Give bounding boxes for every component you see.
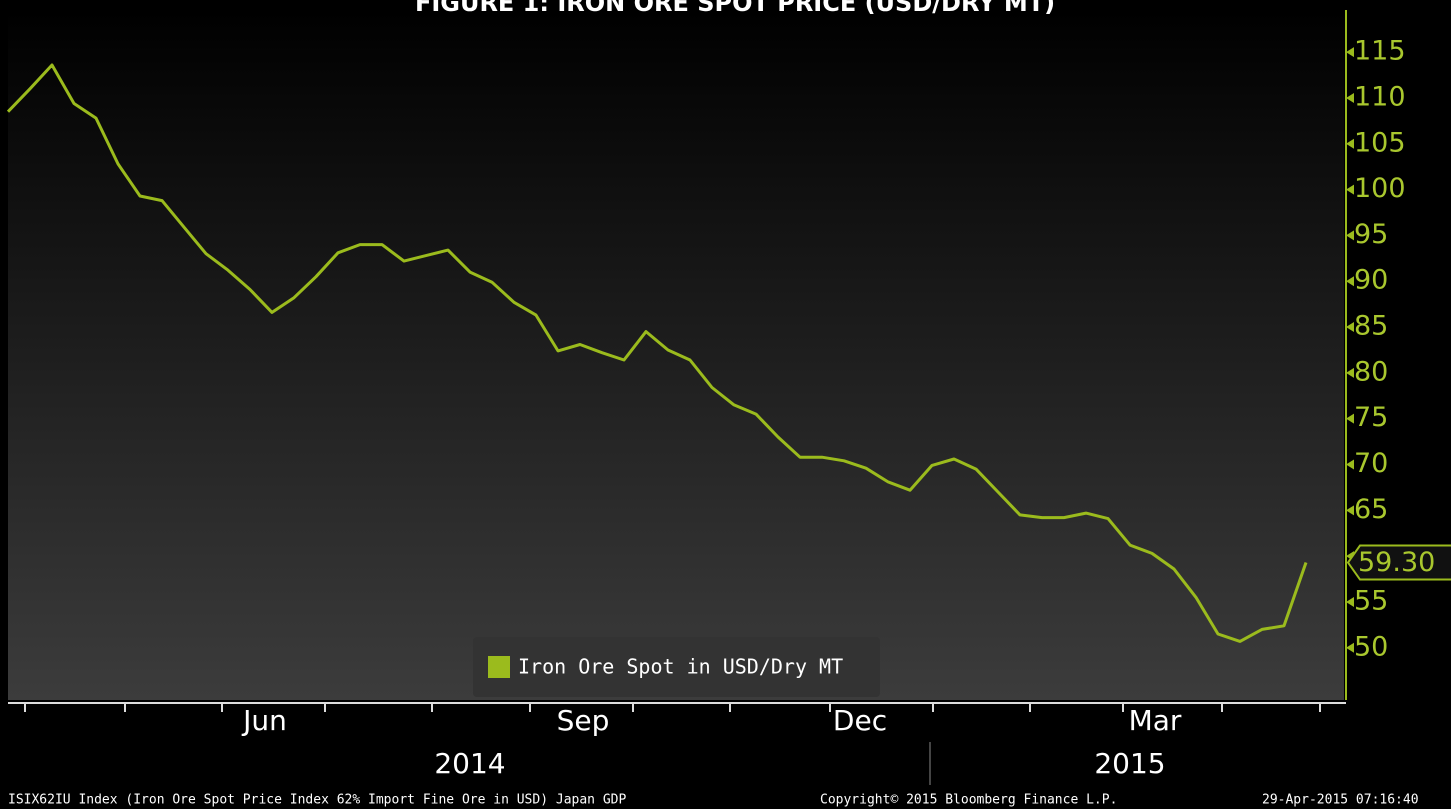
- y-tick: [1346, 138, 1354, 149]
- y-tick-label: 80: [1354, 356, 1388, 387]
- y-tick: [1346, 276, 1354, 287]
- y-tick-label: 85: [1354, 311, 1388, 342]
- last-value-tag: [1346, 544, 1451, 581]
- legend-box: [473, 637, 880, 697]
- footer-source: ISIX62IU Index (Iron Ore Spot Price Inde…: [8, 793, 626, 808]
- y-tick: [1346, 322, 1354, 333]
- y-tick-label: 65: [1354, 494, 1388, 525]
- y-tick: [1346, 642, 1354, 653]
- y-tick-label: 55: [1354, 585, 1388, 616]
- y-tick: [1346, 367, 1354, 378]
- x-month-label: Dec: [833, 704, 887, 737]
- x-month-label: Mar: [1129, 704, 1182, 737]
- x-year-label: 2014: [434, 747, 505, 780]
- y-tick: [1346, 505, 1354, 516]
- legend-swatch: [488, 656, 510, 678]
- y-tick-label: 105: [1354, 127, 1406, 158]
- legend-label: Iron Ore Spot in USD/Dry MT: [518, 655, 843, 679]
- x-year-label: 2015: [1094, 747, 1165, 780]
- x-month-label: Jun: [241, 704, 287, 737]
- y-tick-label: 50: [1354, 631, 1388, 662]
- last-value-label: 59.30: [1358, 547, 1435, 578]
- y-tick-label: 115: [1354, 36, 1406, 67]
- y-tick: [1346, 596, 1354, 607]
- y-tick-label: 110: [1354, 81, 1406, 112]
- footer-copyright: Copyright© 2015 Bloomberg Finance L.P.: [820, 793, 1117, 808]
- y-tick-label: 75: [1354, 402, 1388, 433]
- y-tick: [1346, 184, 1354, 195]
- chart-title: FIGURE 1: IRON ORE SPOT PRICE (USD/DRY M…: [415, 0, 1055, 17]
- legend: Iron Ore Spot in USD/Dry MT: [473, 637, 880, 697]
- y-tick-label: 90: [1354, 265, 1388, 296]
- y-tick: [1346, 230, 1354, 241]
- y-tick: [1346, 459, 1354, 470]
- footer-timestamp: 29-Apr-2015 07:16:40: [1262, 793, 1419, 808]
- series-line: [6, 63, 1308, 643]
- x-month-label: Sep: [557, 704, 610, 737]
- y-tick: [1346, 47, 1354, 58]
- y-tick: [1346, 92, 1354, 103]
- y-tick-label: 100: [1354, 173, 1406, 204]
- y-tick-label: 70: [1354, 448, 1388, 479]
- y-tick: [1346, 413, 1354, 424]
- y-tick-label: 95: [1354, 219, 1388, 250]
